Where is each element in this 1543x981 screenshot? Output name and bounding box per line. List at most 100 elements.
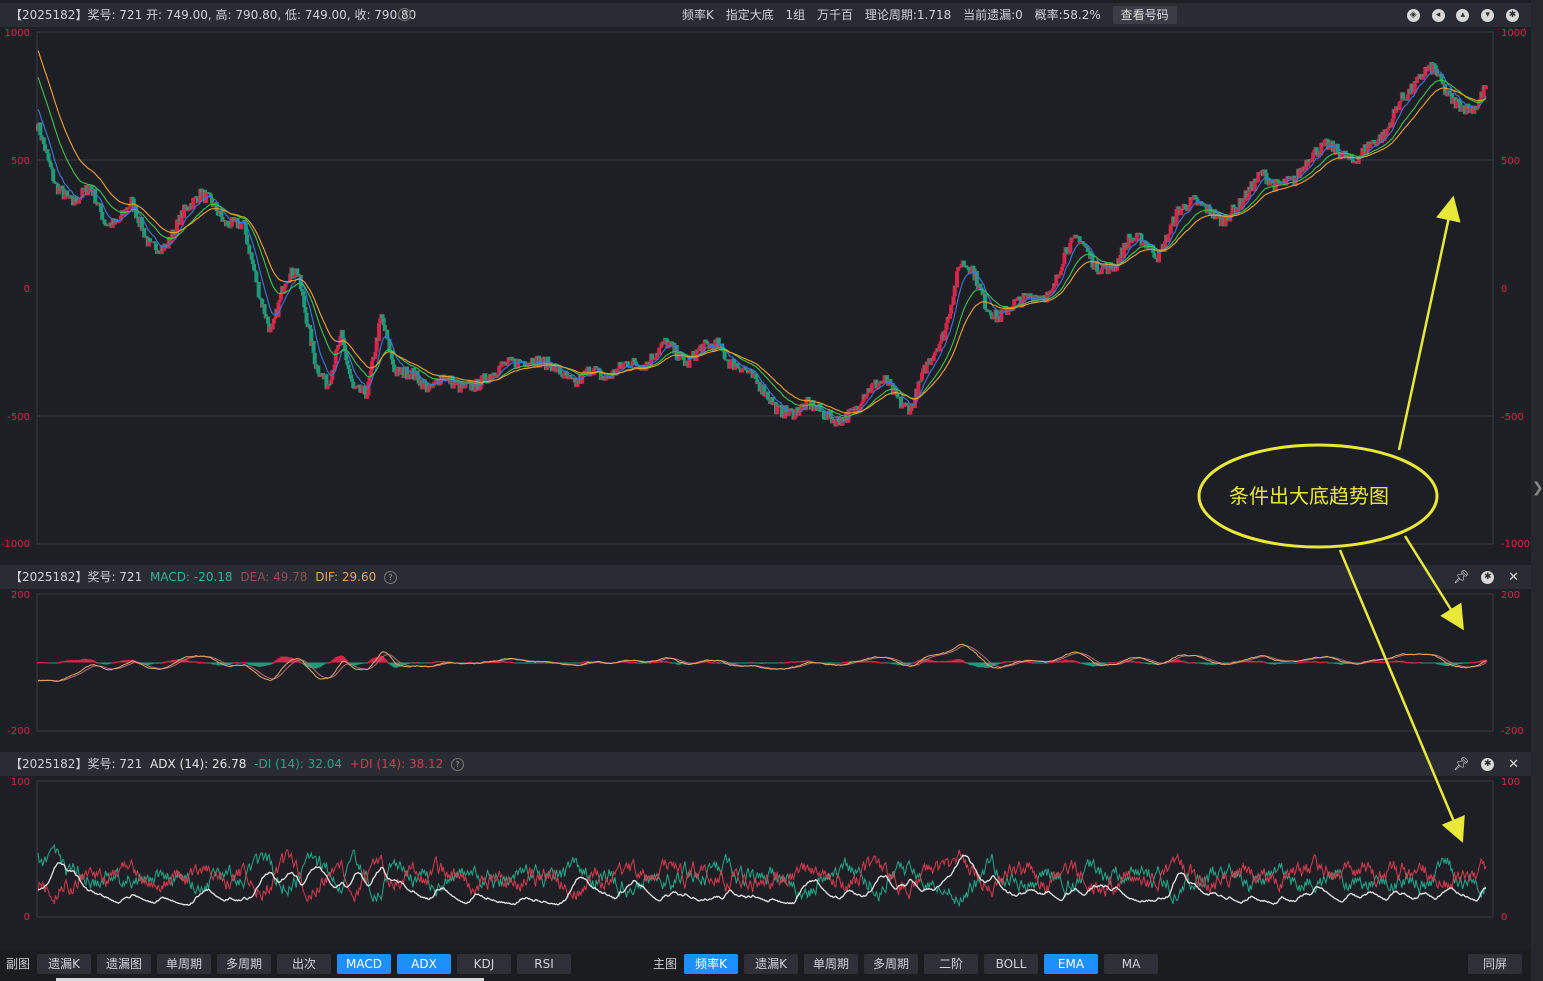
candle (1056, 274, 1061, 279)
sub-btn-rsi[interactable]: RSI (517, 954, 571, 974)
candle (978, 283, 983, 288)
pin-icon[interactable]: 📌︎ (1452, 756, 1470, 772)
candle (174, 219, 179, 235)
main-btn-boll[interactable]: BOLL (984, 954, 1038, 974)
candle (348, 374, 353, 379)
candle (969, 270, 974, 274)
help-icon[interactable]: ? (398, 8, 411, 21)
sub-btn-single-period[interactable]: 单周期 (157, 954, 211, 974)
candle (793, 409, 798, 418)
candle (622, 363, 627, 365)
candle (1036, 295, 1041, 298)
candle (550, 370, 555, 372)
minus-di-value: -DI (14): 32.04 (254, 757, 342, 771)
sub-btn-miss-chart[interactable]: 遗漏图 (97, 954, 151, 974)
candle (1068, 242, 1073, 253)
adx-chart[interactable]: 100 0 100 0 (0, 776, 1531, 946)
main-btn-ema[interactable]: EMA (1044, 954, 1098, 974)
candle (316, 365, 321, 374)
candle (1360, 148, 1365, 156)
candle (1451, 97, 1456, 104)
candle (526, 362, 531, 367)
candle (1415, 76, 1420, 84)
settings-icon[interactable]: ✱ (1481, 758, 1495, 771)
down-icon[interactable]: ▾ (1481, 9, 1495, 22)
close-icon[interactable]: ✕ (1508, 756, 1519, 772)
y-tick-label-right: 100 (1501, 777, 1520, 788)
candle (192, 197, 197, 199)
candle (496, 374, 501, 376)
candle (939, 333, 944, 342)
same-screen-button[interactable]: 同屏 (1468, 954, 1522, 974)
ema-slow-line (37, 50, 1487, 414)
candle (605, 375, 610, 378)
settings-icon[interactable]: ✱ (1506, 9, 1519, 22)
view-numbers-button[interactable]: 查看号码 (1112, 6, 1177, 24)
close-icon[interactable]: ✕ (1508, 569, 1519, 585)
candle (1312, 149, 1317, 153)
candle (868, 391, 873, 393)
compass-icon[interactable]: ◈ (1406, 9, 1420, 22)
candle (1054, 274, 1059, 286)
main-btn-ma[interactable]: MA (1104, 954, 1158, 974)
candle (215, 211, 220, 216)
candle (87, 185, 92, 192)
candle (905, 404, 910, 406)
settings-icon[interactable]: ✱ (1481, 571, 1495, 584)
candle (1341, 151, 1346, 155)
macd-chart[interactable]: 200 -200 200 -200 (0, 589, 1531, 744)
main-btn-miss-k[interactable]: 遗漏K (744, 954, 798, 974)
candle (1067, 252, 1072, 255)
main-btn-freq-k[interactable]: 频率K (684, 954, 738, 974)
candle (898, 396, 903, 409)
candle (1397, 101, 1402, 111)
main-chart-label: 主图 (653, 957, 678, 971)
main-candlestick-chart[interactable]: 1000 1000 500 500 0 0 -500 -500 -1000 -1000 (0, 27, 1531, 560)
chevron-right-icon[interactable]: ❯ (1532, 480, 1543, 496)
sub-btn-adx[interactable]: ADX (397, 954, 451, 974)
candle (677, 358, 682, 361)
candle (1431, 63, 1436, 75)
candle (1141, 240, 1146, 243)
sub-btn-occurrence[interactable]: 出次 (277, 954, 331, 974)
candle (525, 366, 530, 368)
candle (1001, 310, 1006, 312)
candle (623, 361, 628, 364)
candle (549, 365, 554, 372)
candle (1423, 66, 1428, 77)
pin-icon[interactable]: 📌︎ (1452, 569, 1470, 585)
candle (124, 207, 129, 215)
candle (1220, 219, 1225, 227)
candle (869, 384, 874, 392)
main-btn-single-period[interactable]: 单周期 (804, 954, 858, 974)
candle (943, 329, 948, 341)
help-icon[interactable]: ? (451, 758, 465, 771)
sub-btn-miss-k[interactable]: 遗漏K (37, 954, 91, 974)
sub-btn-kdj[interactable]: KDJ (457, 954, 511, 974)
candle (1061, 263, 1066, 267)
candle (1403, 98, 1408, 100)
main-btn-second-order[interactable]: 二阶 (924, 954, 978, 974)
sub-btn-macd[interactable]: MACD (337, 954, 391, 974)
help-icon[interactable]: ? (384, 571, 398, 584)
main-btn-multi-period[interactable]: 多周期 (864, 954, 918, 974)
candle (292, 275, 297, 278)
candle (130, 196, 135, 199)
up-icon[interactable]: ▴ (1456, 9, 1470, 22)
back-icon[interactable]: ◂ (1431, 9, 1445, 22)
candle (956, 267, 961, 272)
candle (601, 376, 606, 379)
horizontal-scrollbar[interactable] (56, 978, 484, 981)
candle (1454, 100, 1459, 109)
candle (1464, 113, 1469, 115)
candle (555, 364, 560, 373)
candle (666, 342, 671, 349)
candle (358, 384, 363, 393)
candle (584, 368, 589, 375)
candle (494, 375, 499, 377)
sub-btn-multi-period[interactable]: 多周期 (217, 954, 271, 974)
candle (1180, 208, 1185, 210)
candle (1276, 179, 1281, 182)
candle (116, 221, 121, 223)
candle (687, 357, 692, 368)
